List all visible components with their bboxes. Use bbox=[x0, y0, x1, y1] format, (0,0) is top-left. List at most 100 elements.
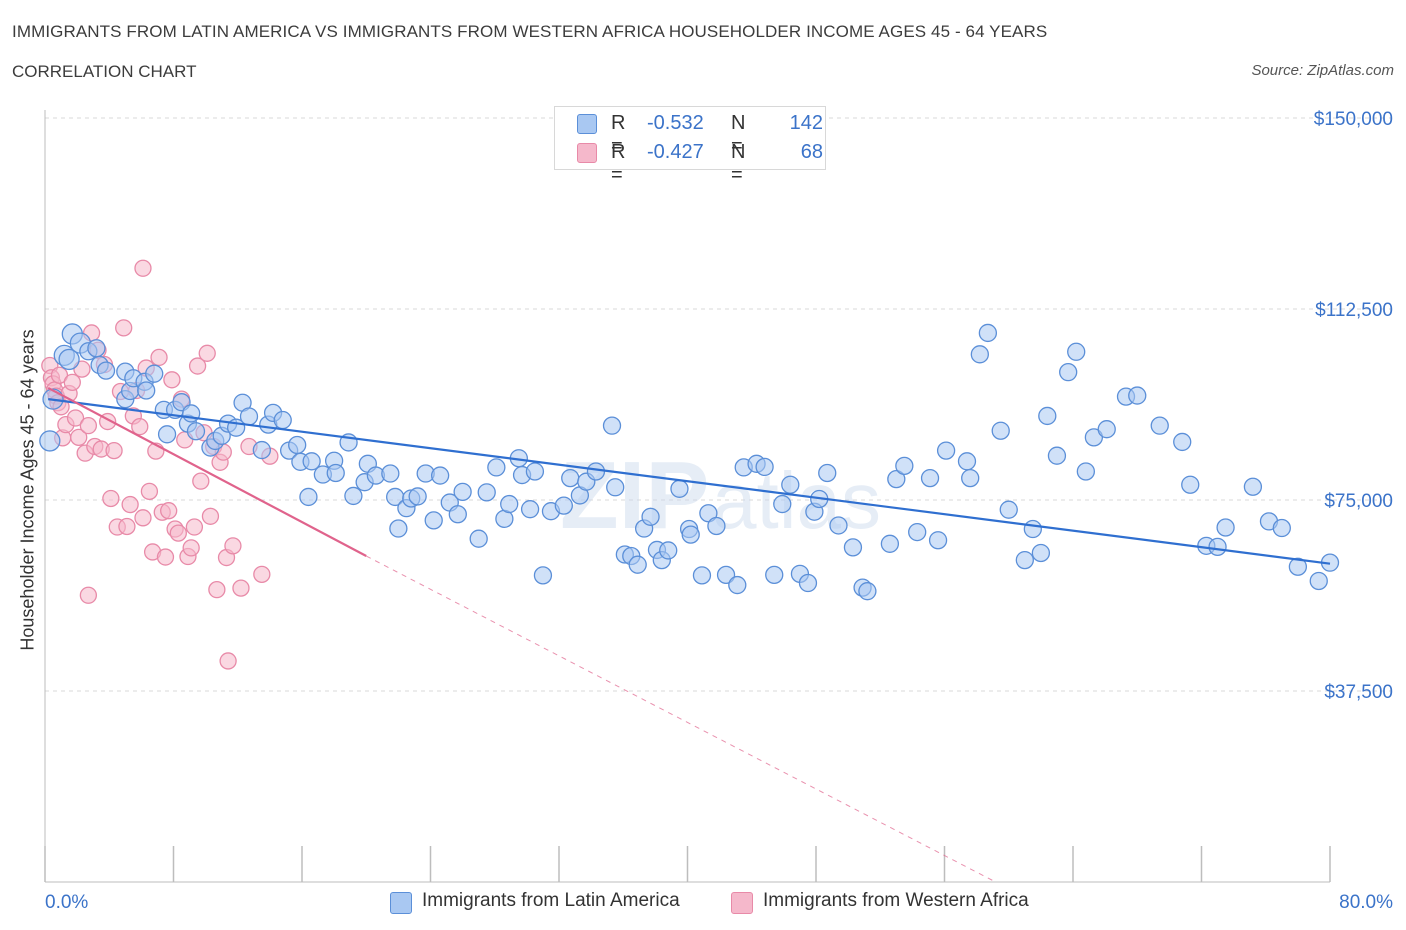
data-point-western-africa bbox=[201, 507, 220, 525]
x-tick-label: 80.0% bbox=[1339, 892, 1393, 913]
data-point-western-africa bbox=[188, 357, 207, 375]
series-western-africa-points bbox=[41, 259, 279, 670]
correlation-legend: R = -0.532 N = 142 R = -0.427 N = 68 bbox=[554, 106, 826, 186]
data-point-latin-america bbox=[880, 534, 900, 553]
data-point-latin-america bbox=[1031, 543, 1051, 563]
data-point-western-africa bbox=[70, 428, 88, 447]
r-label: R = bbox=[611, 141, 626, 186]
data-point-latin-america bbox=[1047, 446, 1067, 465]
data-point-western-africa bbox=[208, 580, 226, 599]
trend-line-latin-america bbox=[48, 398, 1331, 565]
data-point-latin-america bbox=[1208, 537, 1227, 557]
data-point-latin-america bbox=[326, 463, 345, 483]
series-legend: Immigrants from Latin America Immigrants… bbox=[0, 888, 1406, 916]
legend-swatch-pink bbox=[731, 892, 753, 914]
data-point-latin-america bbox=[87, 339, 106, 358]
data-point-latin-america bbox=[606, 478, 625, 497]
data-point-latin-america bbox=[1059, 363, 1078, 382]
data-point-latin-america bbox=[1272, 518, 1291, 538]
data-point-latin-america bbox=[692, 566, 712, 585]
data-point-latin-america bbox=[58, 348, 80, 371]
source-credit: Source: ZipAtlas.com bbox=[1251, 62, 1394, 79]
data-point-latin-america bbox=[843, 538, 863, 557]
n-value: 68 bbox=[800, 141, 823, 163]
data-point-latin-america bbox=[145, 364, 164, 383]
data-point-western-africa bbox=[102, 489, 120, 508]
data-point-latin-america bbox=[670, 479, 689, 498]
data-point-latin-america bbox=[928, 531, 948, 550]
data-point-latin-america bbox=[1097, 420, 1116, 439]
data-point-western-africa bbox=[150, 348, 168, 367]
data-point-western-africa bbox=[198, 344, 216, 362]
data-point-western-africa bbox=[105, 441, 123, 460]
y-tick-label: $37,500 bbox=[1324, 682, 1393, 703]
data-point-latin-america bbox=[991, 421, 1010, 440]
data-point-latin-america bbox=[1038, 406, 1057, 426]
data-point-latin-america bbox=[1181, 475, 1200, 494]
data-point-latin-america bbox=[1288, 557, 1308, 576]
trend-line-western-africa bbox=[47, 386, 367, 557]
data-point-latin-america bbox=[448, 505, 467, 524]
data-point-latin-america bbox=[728, 575, 747, 595]
data-point-latin-america bbox=[586, 462, 606, 481]
n-label: N = bbox=[731, 141, 746, 186]
data-point-latin-america bbox=[970, 345, 989, 364]
data-point-latin-america bbox=[1173, 432, 1192, 452]
legend-label: Immigrants from Western Africa bbox=[763, 890, 1029, 911]
data-point-latin-america bbox=[469, 529, 488, 548]
legend-swatch-blue bbox=[390, 892, 412, 914]
trend-line-western-africa-extension bbox=[366, 555, 996, 883]
data-point-latin-america bbox=[39, 430, 61, 452]
data-point-latin-america bbox=[1067, 342, 1086, 361]
data-point-western-africa bbox=[169, 524, 187, 542]
data-point-western-africa bbox=[134, 509, 152, 527]
data-point-latin-america bbox=[533, 566, 553, 585]
data-point-latin-america bbox=[707, 516, 726, 536]
r-value: -0.427 bbox=[647, 141, 704, 163]
data-point-latin-america bbox=[1015, 550, 1034, 570]
r-label: R = bbox=[611, 112, 626, 157]
legend-swatch-blue bbox=[577, 114, 597, 134]
data-point-latin-america bbox=[961, 468, 980, 488]
data-point-western-africa bbox=[118, 517, 136, 536]
data-point-latin-america bbox=[1309, 571, 1328, 591]
data-point-latin-america bbox=[957, 452, 977, 471]
axes bbox=[44, 110, 1331, 883]
data-point-western-africa bbox=[253, 565, 271, 584]
y-axis-label: Householder Income Ages 45 - 64 years bbox=[17, 329, 38, 651]
y-tick-label: $75,000 bbox=[1324, 491, 1393, 512]
data-point-western-africa bbox=[156, 548, 175, 566]
data-point-western-africa bbox=[131, 418, 149, 436]
data-point-latin-america bbox=[755, 457, 774, 477]
data-point-latin-america bbox=[1243, 477, 1263, 496]
data-point-latin-america bbox=[299, 487, 318, 507]
data-point-latin-america bbox=[1216, 518, 1235, 537]
data-point-western-africa bbox=[121, 495, 139, 514]
data-point-latin-america bbox=[1076, 462, 1095, 481]
data-point-western-africa bbox=[185, 518, 204, 536]
data-point-latin-america bbox=[641, 507, 660, 526]
data-point-latin-america bbox=[344, 486, 363, 506]
y-tick-label: $112,500 bbox=[1315, 300, 1393, 321]
data-point-latin-america bbox=[887, 469, 906, 489]
data-point-latin-america bbox=[628, 555, 647, 574]
data-point-latin-america bbox=[773, 494, 792, 514]
data-point-western-africa bbox=[160, 502, 178, 520]
data-point-western-africa bbox=[219, 652, 237, 670]
y-tick-label: $150,000 bbox=[1314, 109, 1393, 130]
data-point-western-africa bbox=[66, 409, 85, 427]
data-point-latin-america bbox=[1150, 416, 1169, 435]
data-point-latin-america bbox=[1128, 386, 1147, 405]
data-point-latin-america bbox=[381, 464, 400, 483]
data-point-latin-america bbox=[487, 458, 506, 477]
data-point-western-africa bbox=[140, 482, 159, 500]
data-point-latin-america bbox=[96, 361, 116, 380]
data-point-latin-america bbox=[302, 452, 321, 471]
data-point-western-africa bbox=[224, 537, 242, 555]
data-point-latin-america bbox=[430, 466, 450, 485]
x-tick-label: 0.0% bbox=[45, 892, 88, 913]
data-point-latin-america bbox=[829, 516, 848, 535]
data-point-latin-america bbox=[936, 441, 956, 460]
legend-label: Immigrants from Latin America bbox=[422, 890, 680, 911]
data-point-latin-america bbox=[554, 496, 573, 515]
